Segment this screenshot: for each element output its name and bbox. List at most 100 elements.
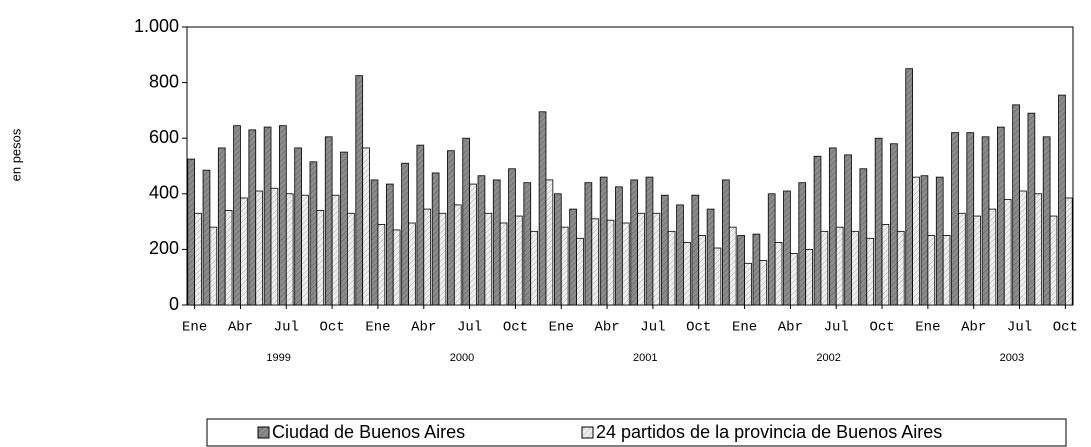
- bar: [370, 179, 379, 306]
- bar: [447, 150, 455, 306]
- bar: [270, 187, 279, 306]
- bar: [217, 147, 226, 306]
- bar: [316, 210, 325, 306]
- bar: [408, 222, 416, 306]
- bar: [706, 208, 715, 306]
- bar: [1064, 197, 1073, 306]
- bar: [767, 193, 776, 306]
- bar: [279, 125, 287, 306]
- bar: [637, 212, 645, 306]
- x-tick-label: Abr: [594, 320, 619, 336]
- bar: [560, 226, 569, 306]
- x-tick-label: Jul: [824, 320, 849, 336]
- year-label: 2000: [450, 352, 474, 364]
- bar: [392, 229, 401, 306]
- bar: [438, 212, 447, 306]
- y-tick-label: 0: [169, 294, 179, 314]
- x-tick-label: Oct: [320, 320, 345, 336]
- bar: [905, 68, 914, 306]
- y-tick-label: 400: [149, 183, 179, 203]
- bar: [851, 230, 859, 306]
- bar: [805, 248, 813, 306]
- bar: [789, 253, 798, 306]
- plot-area: [186, 26, 1074, 306]
- x-tick-label: Jul: [457, 320, 482, 336]
- bar: [263, 126, 272, 306]
- bar: [591, 218, 600, 306]
- bar: [881, 223, 890, 306]
- bar: [973, 215, 981, 306]
- bar: [431, 172, 440, 306]
- bar: [331, 194, 340, 306]
- bar: [1012, 104, 1020, 306]
- bar: [294, 147, 302, 306]
- bar: [1058, 94, 1066, 306]
- bar: [530, 230, 538, 306]
- bar: [874, 137, 883, 306]
- bar: [477, 175, 486, 306]
- bar: [958, 212, 966, 306]
- bar: [759, 260, 768, 306]
- bar: [783, 190, 791, 306]
- bar: [896, 230, 905, 306]
- bar: [599, 176, 608, 306]
- bar: [676, 204, 684, 306]
- bar: [988, 208, 997, 306]
- x-tick-label: Ene: [915, 320, 940, 336]
- x-tick-label: Jul: [1007, 320, 1032, 336]
- bar: [774, 242, 783, 306]
- legend-label: 24 partidos de la provincia de Buenos Ai…: [596, 422, 942, 442]
- bar: [942, 235, 951, 306]
- bar: [362, 147, 370, 306]
- bar: [515, 215, 523, 306]
- bar: [927, 235, 936, 306]
- legend-swatch: [257, 426, 270, 439]
- bar: [346, 212, 355, 306]
- bar: [340, 151, 348, 306]
- bar: [859, 168, 868, 306]
- bar: [966, 132, 975, 306]
- x-tick-label: Ene: [549, 320, 574, 336]
- x-tick-label: Oct: [686, 320, 711, 336]
- bar: [324, 136, 333, 306]
- bar: [744, 262, 752, 306]
- bar: [385, 183, 394, 306]
- bar: [652, 212, 661, 306]
- bar: [828, 147, 837, 306]
- bar: [194, 212, 202, 306]
- bar: [187, 158, 196, 306]
- bar: [691, 194, 700, 306]
- bar: [1049, 215, 1058, 306]
- bar: [492, 179, 501, 306]
- bar: [698, 235, 707, 306]
- x-tick-label: Abr: [228, 320, 253, 336]
- bar: [645, 176, 654, 306]
- bar: [798, 182, 807, 306]
- bar: [202, 169, 211, 306]
- year-label: 2001: [633, 352, 657, 364]
- bar: [576, 237, 584, 306]
- bar: [621, 222, 630, 306]
- bar: [844, 154, 852, 306]
- bar: [912, 176, 920, 306]
- bar: [469, 183, 477, 306]
- bar: [462, 137, 471, 306]
- bar: [920, 175, 929, 306]
- x-tick-label: Oct: [869, 320, 894, 336]
- year-label: 1999: [266, 352, 290, 364]
- bar: [569, 208, 577, 306]
- bar: [416, 144, 425, 306]
- bar: [813, 155, 822, 306]
- bar: [553, 193, 562, 306]
- bar: [1003, 198, 1012, 306]
- year-label: 2003: [1000, 352, 1024, 364]
- bar: [1042, 136, 1051, 306]
- bar: [866, 237, 875, 306]
- x-tick-label: Abr: [778, 320, 803, 336]
- bar: [209, 226, 218, 306]
- bar: [499, 222, 508, 306]
- bar: [301, 194, 309, 306]
- y-axis-label: en pesos: [8, 128, 23, 181]
- bar: [523, 182, 532, 306]
- bar: [835, 226, 844, 306]
